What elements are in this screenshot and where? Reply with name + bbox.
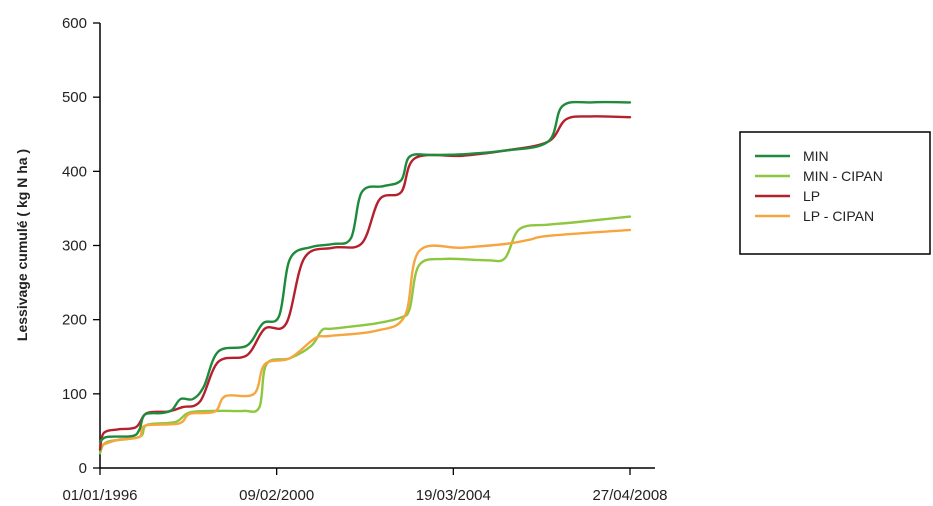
- y-tick-label: 0: [79, 460, 87, 477]
- series-line-min: [98, 100, 632, 444]
- y-tick-label: 400: [62, 163, 87, 180]
- legend: MIN MIN - CIPAN LP LP - CIPAN: [739, 131, 931, 255]
- x-tick-label: 19/03/2004: [416, 487, 491, 504]
- legend-box: [739, 131, 931, 255]
- x-tick-label: 09/02/2000: [239, 487, 314, 504]
- y-tick-label: 300: [62, 238, 87, 255]
- x-tick-label: 01/01/1996: [62, 487, 137, 504]
- y-tick-label: 100: [62, 386, 87, 403]
- y-axis-title: Lessivage cumulé ( kg N ha ): [14, 149, 30, 341]
- y-tick-label: 200: [62, 312, 87, 329]
- legend-label: LP - CIPAN: [803, 208, 874, 224]
- legend-label: LP: [803, 188, 820, 204]
- legend-label: MIN: [803, 148, 829, 164]
- x-tick-label: 27/04/2008: [592, 487, 667, 504]
- series-lines: [98, 100, 632, 455]
- series-line-lp-cipan: [98, 228, 632, 447]
- axes: [99, 23, 655, 469]
- y-tick-label: 600: [62, 15, 87, 32]
- ticks: 0 100 200 300 400 500 600 01/01/1996 09/02/2000 1…: [62, 15, 668, 504]
- series-line-min-cipan: [98, 215, 632, 455]
- y-tick-label: 500: [62, 89, 87, 106]
- legend-label: MIN - CIPAN: [803, 168, 883, 184]
